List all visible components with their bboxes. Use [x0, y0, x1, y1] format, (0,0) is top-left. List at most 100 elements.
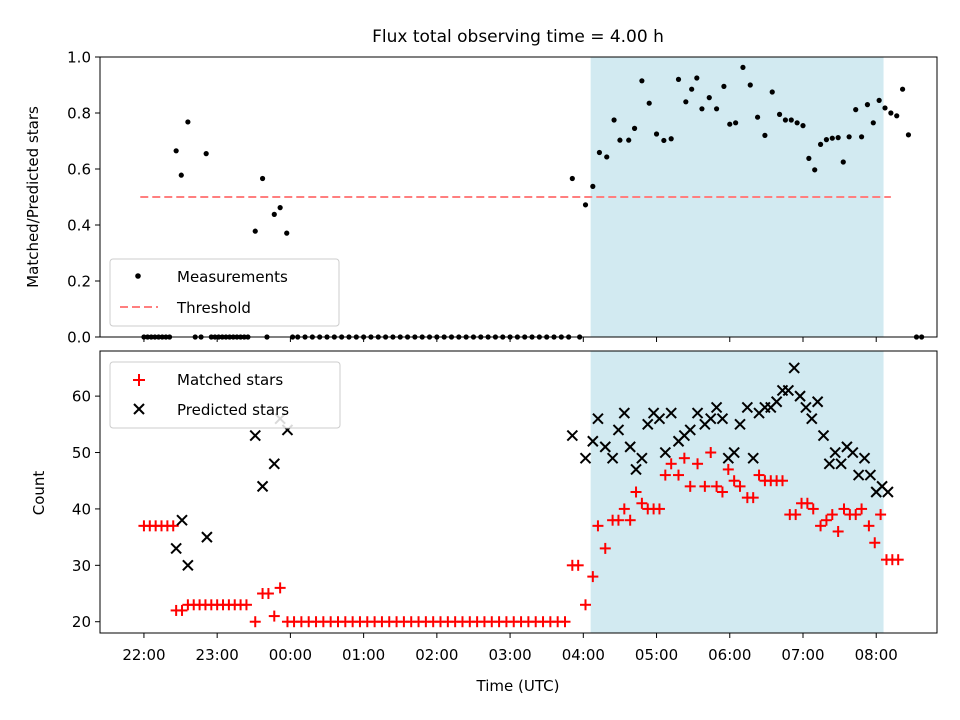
x-tick-label: 22:00 — [122, 646, 165, 664]
measurement-point — [173, 148, 179, 154]
x-tick-label: 02:00 — [415, 646, 458, 664]
measurement-point — [740, 64, 746, 70]
matched-star-point — [820, 514, 832, 526]
bottom-y-tick-label: 60 — [72, 388, 91, 406]
matched-star-point — [863, 520, 875, 532]
predicted-star-point — [747, 452, 759, 464]
matched-star-point — [728, 475, 740, 487]
predicted-star-point — [858, 452, 871, 464]
top-y-tick-label: 0.2 — [67, 273, 91, 291]
measurement-point — [888, 110, 894, 116]
measurement-point — [631, 125, 638, 131]
matched-star-point — [599, 542, 611, 554]
predicted-star-point — [835, 458, 847, 470]
x-tick-label: 03:00 — [488, 646, 531, 664]
measurement-point — [259, 175, 266, 182]
legend-threshold-label: Threshold — [176, 299, 251, 317]
measurement-point — [277, 205, 283, 211]
matched-star-point — [176, 604, 188, 616]
bottom-legend-box — [109, 361, 341, 429]
predicted-star-point — [587, 435, 599, 447]
bottom-panel: 20 30 40 50 60 22:00 23:00 00:00 01:00 02:00 03:0… — [30, 350, 938, 695]
measurement-point — [812, 167, 818, 173]
top-legend-box — [109, 258, 340, 327]
measurement-point — [203, 151, 209, 157]
matched-star-point — [665, 458, 677, 470]
predicted-star-point — [599, 441, 611, 453]
matched-star-point — [659, 469, 671, 481]
measurement-point — [699, 106, 705, 112]
matched-star-point — [580, 599, 592, 611]
matched-star-point — [624, 514, 636, 526]
predicted-star-point — [734, 418, 746, 431]
matched-star-point — [711, 480, 723, 492]
predicted-star-point — [823, 458, 836, 470]
matched-star-point — [249, 616, 261, 628]
measurement-point — [806, 155, 812, 161]
predicted-star-point — [684, 424, 696, 436]
measurement-point — [626, 137, 632, 143]
predicted-star-point — [665, 407, 677, 419]
predicted-star-point — [728, 446, 740, 459]
measurement-point — [840, 159, 846, 165]
predicted-star-point — [636, 452, 648, 464]
predicted-star-point — [811, 396, 824, 408]
measurement-point — [706, 95, 712, 101]
matched-star-point — [636, 497, 648, 509]
legend-matched-marker — [133, 374, 145, 386]
bottom-y-tick-label: 50 — [72, 444, 91, 462]
predicted-star-point — [579, 452, 592, 464]
top-y-tick-label: 0.8 — [67, 105, 91, 123]
bottom-y-axis-label: Count — [30, 471, 48, 516]
x-tick-label: 07:00 — [781, 646, 824, 664]
top-panel: 0.0 0.2 0.4 0.6 0.8 1.0 Matched/Predicted sta… — [24, 49, 938, 347]
top-y-tick-label: 0.4 — [67, 217, 91, 235]
matched-star-point — [856, 503, 868, 515]
predicted-star-point — [176, 514, 188, 526]
top-y-ticks: 0.0 0.2 0.4 0.6 0.8 1.0 — [67, 49, 100, 347]
predicted-star-point — [170, 542, 182, 555]
measurement-point — [754, 114, 761, 120]
bottom-y-tick-label: 40 — [72, 500, 91, 518]
top-y-tick-label: 0.6 — [67, 161, 91, 179]
matched-star-point — [838, 503, 850, 515]
measurement-point — [683, 99, 689, 105]
matched-star-point — [869, 537, 881, 549]
matched-star-point — [875, 509, 887, 521]
measurement-point — [876, 97, 882, 103]
measurement-point — [569, 175, 575, 182]
measurement-point — [835, 135, 841, 141]
measurement-point — [762, 132, 768, 138]
measurement-point — [582, 202, 589, 208]
predicted-star-point — [691, 407, 704, 419]
matched-star-point — [684, 480, 696, 492]
measurement-point — [675, 76, 682, 82]
bottom-legend: Matched stars Predicted stars — [109, 361, 341, 429]
matched-star-point — [268, 610, 280, 622]
measurement-point — [178, 172, 184, 178]
measurement-point — [864, 102, 871, 108]
measurement-point — [661, 137, 667, 144]
predicted-star-point — [566, 429, 579, 442]
measurement-point — [668, 136, 674, 142]
matched-star-point — [826, 509, 838, 521]
bottom-y-tick-label: 30 — [72, 557, 91, 575]
predicted-star-point — [800, 401, 812, 414]
matched-star-point — [592, 520, 604, 532]
measurement-point — [747, 82, 753, 88]
measurement-point — [788, 117, 794, 123]
top-legend: Measurements Threshold — [109, 258, 340, 327]
predicted-star-point — [882, 486, 894, 498]
matched-star-point — [572, 559, 584, 571]
predicted-star-point — [852, 469, 865, 481]
legend-matched-label: Matched stars — [177, 371, 283, 389]
matched-star-point — [801, 497, 813, 509]
measurement-point — [800, 123, 806, 129]
top-axes-frame — [99, 56, 938, 338]
predicted-star-point — [817, 429, 830, 442]
top-x-ticks — [143, 337, 877, 342]
matched-star-point — [167, 520, 179, 532]
measurement-point — [823, 137, 830, 143]
top-y-tick-label: 0.0 — [67, 329, 91, 347]
